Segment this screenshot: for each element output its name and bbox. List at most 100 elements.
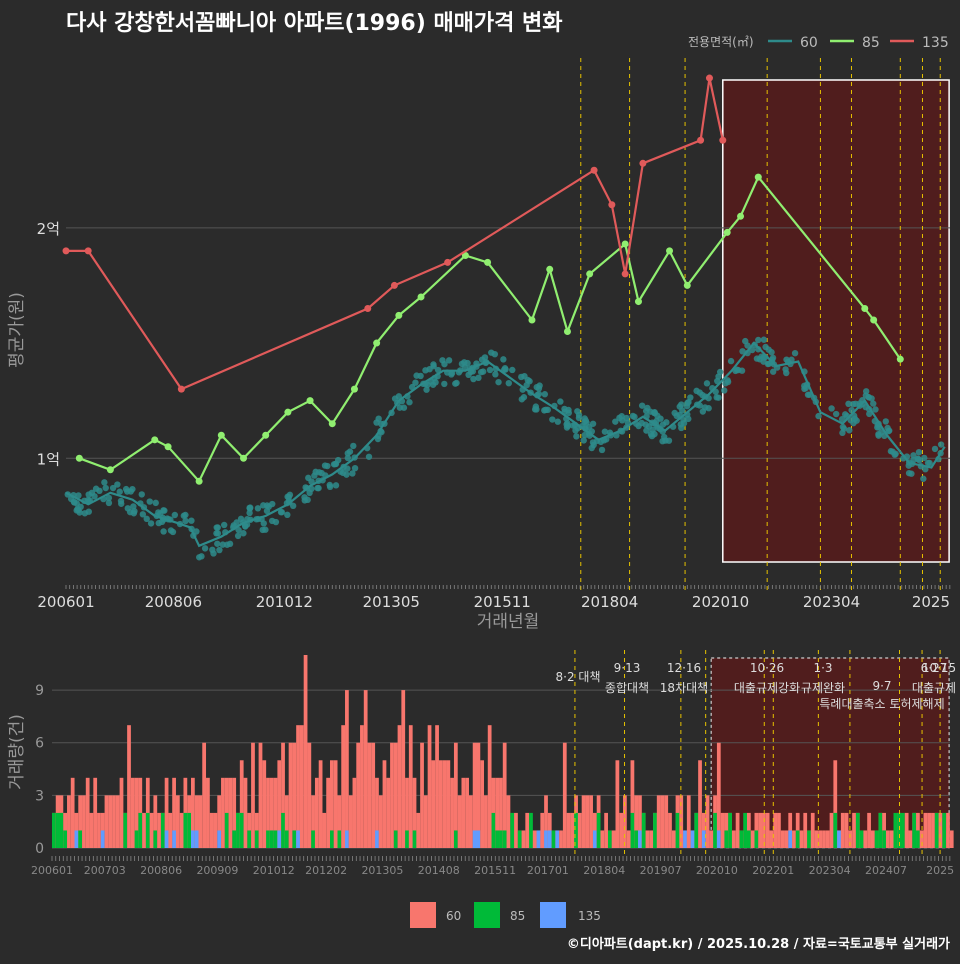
bar-60 bbox=[303, 655, 308, 848]
point-60 bbox=[589, 420, 597, 427]
point-60 bbox=[683, 402, 691, 410]
point-60 bbox=[921, 454, 928, 462]
bar-135 bbox=[547, 830, 552, 848]
line-60 bbox=[65, 341, 946, 548]
bar-60 bbox=[363, 690, 368, 848]
bar-60 bbox=[735, 812, 740, 848]
bar-135 bbox=[217, 830, 222, 848]
volume-plot: 0 3 6 9 8·2 대책 9·13 종합대책 12·16 18차대책 10·26 대출규제강화 1… bbox=[31, 650, 956, 877]
bar-60 bbox=[202, 742, 207, 848]
point-60 bbox=[423, 386, 430, 393]
volume-x-tick-label: 201012 bbox=[253, 864, 295, 877]
point-60 bbox=[715, 373, 722, 380]
point-60 bbox=[838, 415, 846, 423]
bar-85 bbox=[224, 812, 229, 848]
point-60 bbox=[76, 509, 83, 516]
volume-x-tick-label: 202201 bbox=[752, 864, 794, 877]
bar-135 bbox=[701, 830, 706, 848]
point-60 bbox=[122, 485, 130, 493]
bottom-legend: 60 85 135 bbox=[410, 902, 601, 928]
point-60 bbox=[213, 524, 220, 531]
point-135 bbox=[364, 304, 372, 312]
point-85 bbox=[350, 385, 358, 393]
policy-date-label: 12·16 bbox=[667, 661, 701, 675]
bar-60 bbox=[585, 795, 590, 848]
point-60 bbox=[406, 399, 413, 406]
bar-60 bbox=[401, 690, 406, 848]
bar-60 bbox=[115, 795, 120, 848]
volume-y-tick-label: 3 bbox=[35, 788, 44, 804]
bar-60 bbox=[559, 830, 563, 848]
point-60 bbox=[73, 500, 80, 507]
x-tick-label: 201804 bbox=[581, 593, 638, 611]
bar-60 bbox=[175, 795, 180, 848]
point-60 bbox=[915, 448, 923, 456]
x-tick-label: 201511 bbox=[474, 593, 531, 611]
point-60 bbox=[733, 366, 741, 373]
point-60 bbox=[263, 507, 271, 515]
point-60 bbox=[505, 379, 512, 387]
volume-x-tick-label: 200909 bbox=[196, 864, 238, 877]
volume-x-tick-label: 201804 bbox=[583, 864, 625, 877]
point-85 bbox=[306, 397, 314, 405]
chart-title: 다사 강창한서꼼빠니아 아파트(1996) 매매가격 변화 bbox=[66, 11, 563, 36]
bar-60 bbox=[946, 812, 950, 848]
bar-135 bbox=[100, 830, 105, 848]
bar-60 bbox=[525, 812, 530, 848]
bar-60 bbox=[570, 812, 575, 848]
point-60 bbox=[642, 421, 650, 428]
bar-60 bbox=[89, 812, 94, 848]
point-85 bbox=[417, 293, 425, 301]
point-60 bbox=[344, 450, 351, 457]
bar-135 bbox=[837, 830, 841, 848]
bar-60 bbox=[600, 830, 605, 848]
bar-60 bbox=[852, 812, 856, 848]
bar-60 bbox=[762, 812, 766, 848]
bar-60 bbox=[423, 795, 428, 848]
point-60 bbox=[518, 396, 526, 403]
bar-60 bbox=[412, 777, 417, 848]
x-tick-label: 200601 bbox=[37, 593, 94, 611]
point-85 bbox=[723, 228, 731, 236]
volume-x-tick-label: 201907 bbox=[640, 864, 682, 877]
point-60 bbox=[535, 390, 543, 398]
point-60 bbox=[671, 409, 678, 417]
x-tick-label: 202304 bbox=[803, 593, 860, 611]
bar-60 bbox=[562, 742, 567, 848]
point-60 bbox=[931, 445, 939, 453]
point-60 bbox=[536, 382, 543, 389]
point-60 bbox=[240, 530, 247, 537]
bar-85 bbox=[855, 812, 860, 848]
point-60 bbox=[727, 357, 735, 365]
point-60 bbox=[441, 360, 448, 368]
point-60 bbox=[638, 402, 646, 409]
point-60 bbox=[564, 422, 572, 430]
point-135 bbox=[177, 385, 185, 393]
point-60 bbox=[272, 518, 280, 526]
bar-60 bbox=[931, 812, 935, 848]
bar-60 bbox=[138, 777, 143, 848]
point-60 bbox=[400, 404, 408, 411]
volume-x-tick-label: 201408 bbox=[418, 864, 460, 877]
bar-85 bbox=[529, 812, 533, 848]
bar-85 bbox=[134, 830, 139, 848]
bar-85 bbox=[551, 830, 556, 848]
point-60 bbox=[160, 528, 167, 535]
bar-85 bbox=[901, 812, 905, 848]
point-60 bbox=[306, 489, 313, 497]
bar-135 bbox=[592, 830, 597, 848]
point-60 bbox=[461, 363, 469, 371]
point-60 bbox=[470, 375, 477, 383]
bar-60 bbox=[630, 760, 635, 848]
point-60 bbox=[160, 507, 167, 514]
point-85 bbox=[683, 281, 691, 289]
point-60 bbox=[286, 491, 294, 499]
point-60 bbox=[146, 498, 153, 505]
point-85 bbox=[106, 466, 114, 474]
bar-60 bbox=[427, 725, 432, 848]
point-60 bbox=[318, 469, 325, 477]
bar-60 bbox=[829, 812, 834, 848]
y-tick-label: 2억 bbox=[37, 220, 60, 238]
bar-60 bbox=[908, 830, 913, 848]
point-60 bbox=[651, 409, 658, 417]
